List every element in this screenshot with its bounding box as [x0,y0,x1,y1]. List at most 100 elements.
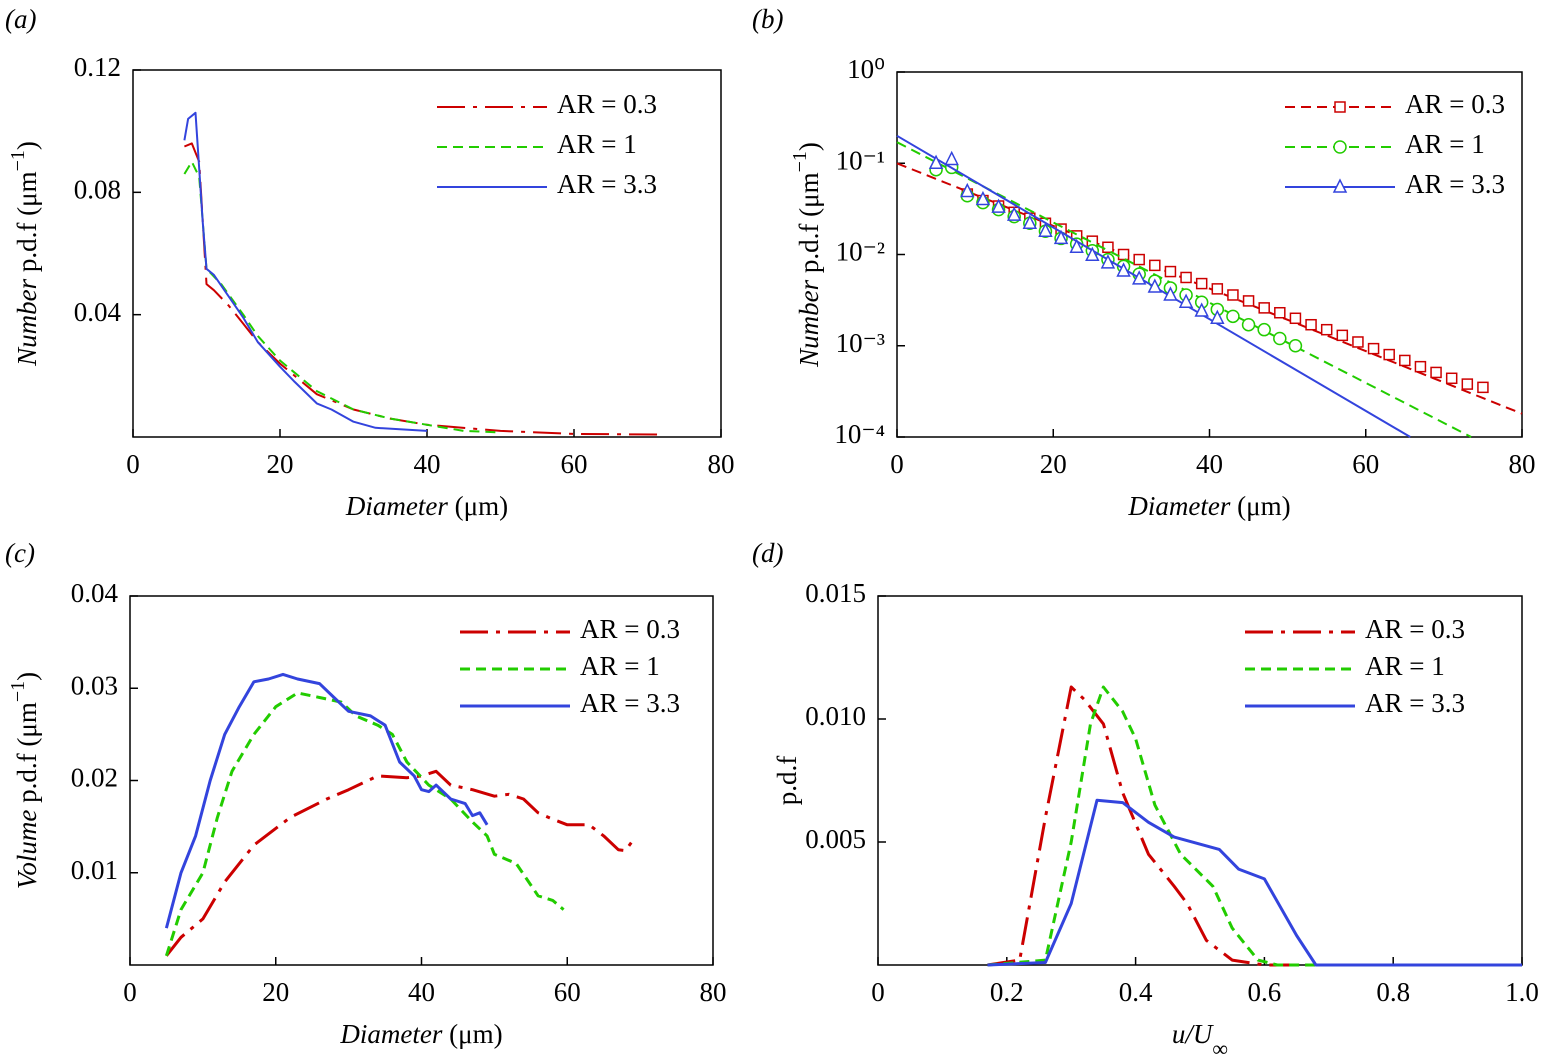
data-line [164,691,565,957]
marker-square [1180,271,1192,284]
marker-square [1461,378,1474,390]
data-line [184,142,663,436]
marker-circle [1273,331,1287,346]
marker-square [1320,323,1333,336]
marker-square [1258,302,1270,314]
marker-square [1430,366,1442,379]
x-tick-label: 60 [554,977,581,1007]
x-tick-label: 20 [1040,449,1067,479]
marker-square [1117,248,1130,261]
marker-square [1334,101,1346,113]
y-axis-label: p.d.f [772,756,802,806]
marker-triangle [1131,270,1147,285]
marker-square [1336,329,1349,342]
legend-label: AR = 1 [580,651,660,681]
y-tick-label: 0.01 [71,855,118,885]
series [987,685,1522,967]
legend-label: AR = 0.3 [580,614,680,644]
y-tick-label: 10⁻¹ [836,145,885,175]
legend-label: AR = 0.3 [1365,614,1465,644]
marker-square [1289,312,1302,325]
marker-square [1383,348,1395,361]
legend-label: AR = 0.3 [1405,89,1505,119]
panel-label: (b) [752,4,783,34]
marker-triangle [1038,222,1053,237]
y-tick-label: 0.010 [805,701,866,731]
marker-triangle [1022,214,1038,230]
legend-label: AR = 3.3 [1365,688,1465,718]
y-label-part: Number [794,279,824,367]
x-tick-label: 0 [890,449,904,479]
y-tick-label: 0.03 [71,670,118,700]
marker-square [1211,283,1224,295]
x-tick-label: 60 [561,449,588,479]
marker-square [1149,259,1161,272]
y-tick-label: 0.015 [805,578,866,608]
x-label-part: Diameter [345,491,448,521]
x-tick-label: 20 [267,449,294,479]
x-tick-label: 0.6 [1248,977,1282,1007]
x-axis-label: u/U∞ [1172,1019,1228,1055]
marker-square [1164,265,1177,278]
y-tick-label: 10⁰ [847,54,885,84]
y-tick-label: 10⁻² [836,237,885,267]
y-tick-label: 0.04 [71,578,119,608]
marker-circle [1333,140,1347,154]
panel-label: (c) [5,538,35,568]
data-line [164,672,489,929]
y-tick-label: 10⁻⁴ [834,419,885,449]
x-axis-label: Diameter (μm) [1127,491,1290,521]
marker-circle [1257,322,1271,337]
plot-frame [896,71,1523,438]
x-tick-label: 40 [408,977,435,1007]
y-axis-label: Number p.d.f (μm−1) [7,141,43,367]
series [165,769,635,957]
x-tick-label: 40 [1196,449,1223,479]
series [184,142,663,436]
x-tick-label: 80 [708,449,735,479]
y-axis-label: Volume p.d.f (μm−1) [7,672,43,889]
legend-label: AR = 1 [557,129,637,159]
marker-square [1399,354,1411,367]
x-tick-label: 0.2 [990,977,1024,1007]
y-label-part: ) [12,672,42,681]
marker-triangle [1100,254,1116,269]
x-tick-label: 1.0 [1505,977,1539,1007]
x-tick-label: 0 [123,977,137,1007]
marker-circle [1288,339,1303,353]
y-label-part: ) [794,142,824,151]
marker-triangle [1163,286,1178,301]
y-label-part: Number [12,278,42,366]
series [987,685,1522,967]
x-tick-label: 60 [1352,449,1379,479]
marker-square [1477,381,1489,394]
marker-triangle [928,154,944,169]
series [164,691,565,957]
y-tick-label: 0.04 [74,297,122,327]
data-line [987,685,1522,967]
marker-square [1195,277,1208,290]
legend-label: AR = 3.3 [557,169,657,199]
panel-label: (a) [5,4,36,34]
marker-triangle [1147,278,1163,293]
y-label-part: p.d.f (μm [794,172,824,279]
legend-label: AR = 3.3 [1405,169,1505,199]
series [183,160,501,434]
data-line [165,769,635,957]
y-tick-label: 0.02 [71,763,118,793]
y-label-part: p.d.f (μm [12,702,42,809]
marker-triangle [1085,246,1100,262]
marker-square [1352,336,1364,348]
x-tick-label: 0 [871,977,885,1007]
marker-triangle [1069,238,1084,254]
marker-circle [1226,309,1240,324]
x-tick-label: 80 [700,977,727,1007]
marker-triangle [1053,229,1069,245]
marker-square [1242,295,1255,307]
data-line [987,685,1522,967]
y-tick-label: 0.08 [74,175,121,205]
marker-square [1133,253,1145,266]
marker-triangle [944,150,959,166]
y-label-part: −1 [7,681,29,702]
